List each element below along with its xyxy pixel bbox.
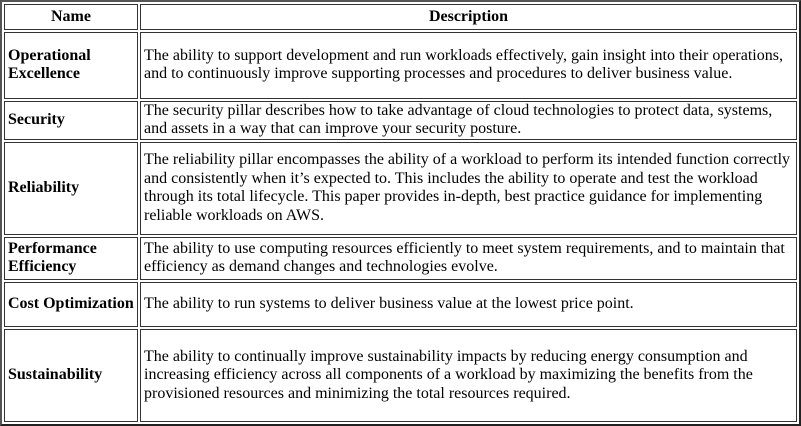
row-description: The ability to run systems to deliver bu… [140,281,797,328]
row-description: The ability to use computing resources e… [140,236,797,280]
row-name: Operational Excellence [4,32,138,99]
table-row: Security The security pillar describes h… [4,100,797,140]
table-row: Sustainability The ability to continuall… [4,329,797,422]
row-description: The reliability pillar encompasses the a… [140,141,797,235]
row-description: The security pillar describes how to tak… [140,100,797,140]
row-name: Security [4,100,138,140]
row-description: The ability to continually improve susta… [140,329,797,422]
header-description: Description [140,4,797,31]
table-row: Reliability The reliability pillar encom… [4,141,797,235]
header-name: Name [4,4,138,31]
row-description: The ability to support development and r… [140,32,797,99]
row-name: Performance Efficiency [4,236,138,280]
table-row: Operational Excellence The ability to su… [4,32,797,99]
row-name: Cost Optimization [4,281,138,328]
row-name: Reliability [4,141,138,235]
table-row: Cost Optimization The ability to run sys… [4,281,797,328]
table-row: Performance Efficiency The ability to us… [4,236,797,280]
row-name: Sustainability [4,329,138,422]
header-row: Name Description [4,4,797,31]
